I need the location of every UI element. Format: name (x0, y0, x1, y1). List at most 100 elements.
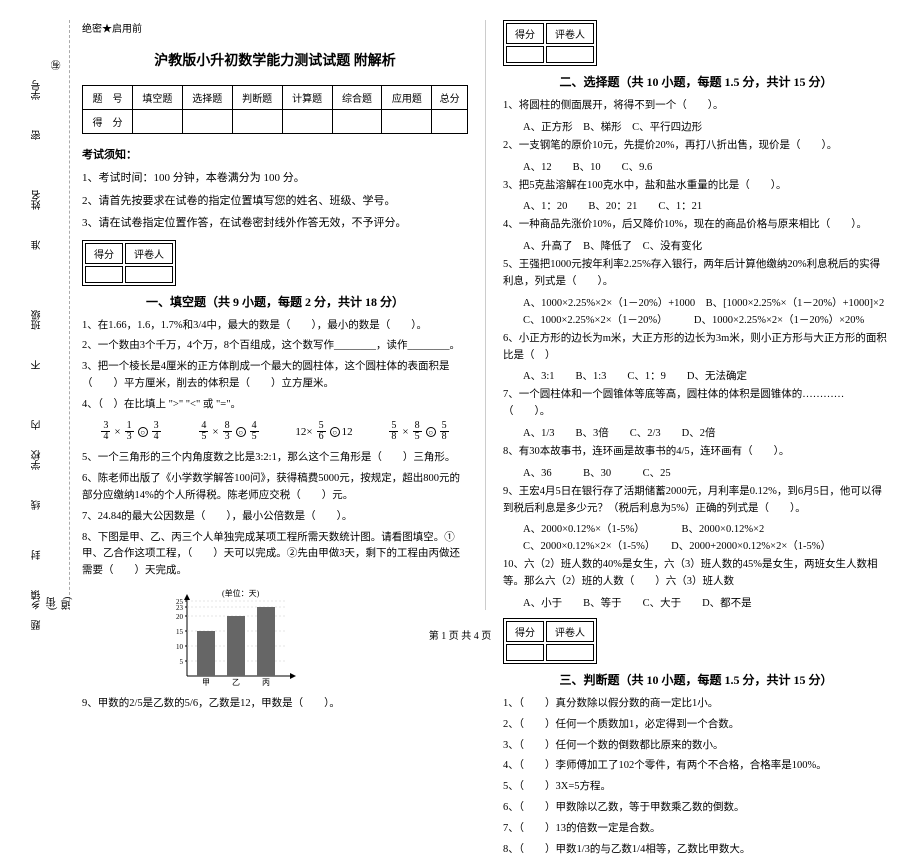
page-container: ㊒ 学号密姓名准班级不内学校线封乡镇(街道)题 绝密★启用前 沪教版小升初数学能… (0, 0, 920, 610)
sidebar-label: 内 (30, 420, 45, 430)
question-options: A、1000×2.25%×2×（1－20%）+1000 B、[1000×2.25… (503, 295, 889, 310)
sidebar-label: 班级 (30, 310, 45, 330)
section2-questions: 1、将圆柱的侧面展开，将得不到一个（ ）。 A、正方形 B、梯形 C、平行四边形 2… (503, 98, 889, 610)
compare-circle: ○ (426, 427, 436, 437)
sidebar-label: 不 (30, 360, 45, 370)
notice-item: 1、考试时间：100 分钟，本卷满分为 100 分。 (82, 170, 468, 187)
fraction: 45 (199, 421, 208, 442)
svg-text:丙: 丙 (262, 678, 270, 687)
score-row-label: 得 分 (83, 110, 133, 134)
svg-text:甲: 甲 (202, 678, 210, 687)
svg-text:乙: 乙 (232, 678, 240, 687)
column-divider (485, 20, 486, 610)
question-options: A、1：20 B、20：21 C、1：21 (503, 198, 889, 213)
svg-text:20: 20 (176, 613, 184, 621)
sidebar-label: 学校 (30, 450, 45, 470)
question-item: 7、（ ）13的倍数一定是合数。 (503, 821, 889, 838)
sidebar-label: 乡镇(街道) (30, 590, 75, 610)
chart-bar (227, 616, 245, 676)
section-score-box: 得分评卷人 (82, 240, 176, 286)
section1-questions-a: 1、在1.66，1.6，1.7%和3/4中，最大的数是（ ），最小的数是（ ）。… (82, 318, 468, 414)
question-item: 5、（ ）3X=5方程。 (503, 779, 889, 796)
notice-title: 考试须知： (82, 146, 468, 162)
score-cell: 得分 (506, 23, 544, 44)
question-options: A、1/3 B、3倍 C、2/3 D、2倍 (503, 425, 889, 440)
sidebar-label: 密 (30, 130, 45, 140)
fraction: 34 (152, 421, 161, 442)
question-options: A、2000×0.12%×（1-5%） B、2000×0.12%×2 (503, 521, 889, 536)
right-column: 得分评卷人 二、选择题（共 10 小题，每题 1.5 分，共计 15 分） 1、… (491, 20, 901, 610)
score-col-header: 应用题 (382, 86, 432, 110)
question-options: A、36 B、30 C、25 (503, 465, 889, 480)
fraction: 13 (125, 421, 134, 442)
question-item: 6、小正方形的边长为m米，大正方形的边长为3m米，则小正方形与大正方形的面积比是… (503, 331, 889, 365)
question-9: 9、甲数的2/5是乙数的5/6，乙数是12，甲数是（ ）。 (82, 696, 468, 713)
question-item: 3、把5克盐溶解在100克水中，盐和盐水重量的比是（ ）。 (503, 178, 889, 195)
compare-circle: ○ (330, 427, 340, 437)
question-item: 5、王强把1000元按年利率2.25%存入银行，两年后计算他缴纳20%利息税后的… (503, 257, 889, 291)
question-item: 8、下图是甲、乙、丙三个人单独完成某项工程所需天数统计图。请看图填空。①甲、乙合… (82, 530, 468, 580)
binding-sidebar: ㊒ 学号密姓名准班级不内学校线封乡镇(街道)题 (10, 20, 70, 610)
question-item: 2、一支钢笔的原价10元，先提价20%，再打八折出售，现价是（ ）。 (503, 138, 889, 155)
svg-text:5: 5 (180, 658, 184, 666)
notice-item: 2、请首先按要求在试卷的指定位置填写您的姓名、班级、学号。 (82, 193, 468, 210)
score-col-header: 判断题 (232, 86, 282, 110)
score-col-header: 选择题 (182, 86, 232, 110)
score-col-header: 填空题 (132, 86, 182, 110)
fraction-group: 45×83○45 (197, 421, 260, 442)
fraction-comparison-row: 34×13○3445×83○4512×56○1258×85○58 (82, 421, 468, 442)
question-options: A、3:1 B、1:3 C、1：9 D、无法确定 (503, 368, 889, 383)
score-cell: 得分 (85, 243, 123, 264)
score-value-row: 得 分 (83, 110, 468, 134)
question-item: 1、（ ）真分数除以假分数的商一定比1小。 (503, 696, 889, 713)
section-score-box-2: 得分评卷人 (503, 20, 597, 66)
left-column: 绝密★启用前 沪教版小升初数学能力测试试题 附解析 题 号填空题选择题判断题计算… (70, 20, 480, 610)
question-item: 7、24.84的最大公因数是（ ），最小公倍数是（ ）。 (82, 509, 468, 526)
fraction: 58 (440, 421, 449, 442)
question-item: 4、（ ）李师傅加工了102个零件，有两个不合格，合格率是100%。 (503, 758, 889, 775)
question-options: A、小于 B、等于 C、大于 D、都不是 (503, 595, 889, 610)
question-item: 4、一种商品先涨价10%，后又降价10%，现在的商品价格与原来相比（ ）。 (503, 217, 889, 234)
question-options: C、1000×2.25%×2×（1－20%） D、1000×2.25%×2×（1… (503, 312, 889, 327)
sidebar-label: 封 (30, 550, 45, 560)
score-col-header: 题 号 (83, 86, 133, 110)
question-item: 3、（ ）任何一个数的倒数都比原来的数小。 (503, 738, 889, 755)
question-options: A、正方形 B、梯形 C、平行四边形 (503, 119, 889, 134)
fraction: 56 (317, 421, 326, 442)
question-item: 4、（ ）在比填上 ">" "<" 或 "="。 (82, 397, 468, 414)
question-item: 1、在1.66，1.6，1.7%和3/4中，最大的数是（ ），最小的数是（ ）。 (82, 318, 468, 335)
secret-label: 绝密★启用前 (82, 20, 468, 35)
compare-circle: ○ (138, 427, 148, 437)
score-col-header: 计算题 (282, 86, 332, 110)
score-col-header: 总分 (432, 86, 468, 110)
sidebar-label: 姓名 (30, 190, 45, 210)
question-item: 2、一个数由3个千万，4个万，8个百组成，这个数写作________，读作___… (82, 338, 468, 355)
sidebar-seal-circle: ㊒ (50, 60, 65, 70)
notice-item: 3、请在试卷指定位置作答，在试卷密封线外作答无效，不予评分。 (82, 215, 468, 232)
question-item: 3、把一个棱长是4厘米的正方体削成一个最大的圆柱体，这个圆柱体的表面积是（ ）平… (82, 359, 468, 393)
question-item: 1、将圆柱的侧面展开，将得不到一个（ ）。 (503, 98, 889, 115)
question-options: C、2000×0.12%×2×（1-5%） D、2000+2000×0.12%×… (503, 538, 889, 553)
question-item: 7、一个圆柱体和一个圆锥体等底等高，圆柱体的体积是圆锥体的…………（ ）。 (503, 387, 889, 421)
fraction-group: 58×85○58 (387, 421, 450, 442)
fraction: 83 (223, 421, 232, 442)
question-item: 9、王宏4月5日在银行存了活期储蓄2000元，月利率是0.12%，到6月5日，他… (503, 484, 889, 518)
question-item: 8、（ ）甲数1/3的与乙数1/4相等，乙数比甲数大。 (503, 842, 889, 858)
question-item: 2、（ ）任何一个质数加1，必定得到一个合数。 (503, 717, 889, 734)
fraction: 58 (389, 421, 398, 442)
score-header-row: 题 号填空题选择题判断题计算题综合题应用题总分 (83, 86, 468, 110)
compare-circle: ○ (236, 427, 246, 437)
question-item: 6、陈老师出版了《小学数学解答100问》，获得稿费5000元，按规定，超出800… (82, 471, 468, 505)
svg-text:25: 25 (176, 598, 184, 606)
sidebar-label: 学号 (30, 80, 45, 100)
chart-unit-label: (单位：天) (222, 588, 260, 598)
grader-cell: 评卷人 (125, 243, 173, 264)
section2-title: 二、选择题（共 10 小题，每题 1.5 分，共计 15 分） (503, 73, 889, 90)
fraction: 34 (101, 421, 110, 442)
score-col-header: 综合题 (332, 86, 382, 110)
grader-cell: 评卷人 (546, 23, 594, 44)
score-table: 题 号填空题选择题判断题计算题综合题应用题总分 得 分 (82, 85, 468, 134)
question-item: 8、有30本故事书，连环画是故事书的4/5，连环画有（ ）。 (503, 444, 889, 461)
question-item: 10、六（2）班人数的40%是女生，六（3）班人数的45%是女生，两班女生人数相… (503, 557, 889, 591)
question-options: A、升高了 B、降低了 C、没有变化 (503, 238, 889, 253)
